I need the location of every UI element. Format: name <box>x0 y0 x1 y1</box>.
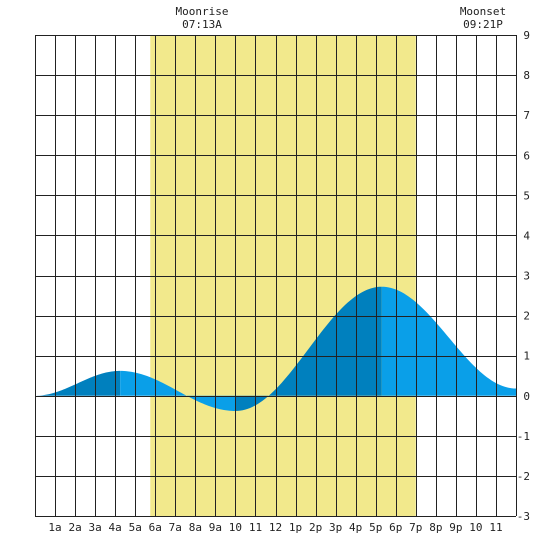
y-tick-label: 1 <box>523 350 530 363</box>
y-tick-label: 7 <box>523 109 530 122</box>
x-tick-label: 9p <box>449 521 462 534</box>
x-tick-label: 1a <box>48 521 61 534</box>
x-tick-label: 1p <box>289 521 302 534</box>
moonrise-time: 07:13A <box>182 18 222 31</box>
x-tick-label: 11 <box>489 521 502 534</box>
x-tick-label: 3p <box>329 521 342 534</box>
moonset-label: Moonset <box>459 5 507 18</box>
x-tick-label: 11 <box>249 521 262 534</box>
y-tick-label: -2 <box>517 470 530 483</box>
y-tick-label: 3 <box>523 270 530 283</box>
tide-falling-area <box>381 286 516 396</box>
x-tick-label: 7p <box>409 521 422 534</box>
y-tick-label: -3 <box>517 510 530 523</box>
y-tick-label: -1 <box>517 430 530 443</box>
tide-rising-area <box>235 286 382 411</box>
daylight-band <box>150 35 416 516</box>
y-tick-label: 6 <box>523 149 530 162</box>
x-tick-label: 5a <box>129 521 142 534</box>
tide-falling-area <box>120 370 236 411</box>
x-tick-label: 4p <box>349 521 362 534</box>
tide-rising-area <box>35 370 121 396</box>
y-tick-label: 5 <box>523 189 530 202</box>
moonset-annotation: Moonset 09:21P <box>443 5 523 31</box>
x-tick-label: 10 <box>469 521 482 534</box>
x-tick-label: 10 <box>229 521 242 534</box>
moonrise-label: Moonrise <box>175 5 229 18</box>
x-tick-label: 2a <box>68 521 81 534</box>
y-tick-label: 0 <box>523 390 530 403</box>
x-tick-label: 12 <box>269 521 282 534</box>
moonset-time: 09:21P <box>463 18 503 31</box>
moonrise-annotation: Moonrise 07:13A <box>162 5 242 31</box>
y-tick-label: 4 <box>523 229 530 242</box>
y-tick-label: 8 <box>523 69 530 82</box>
x-tick-label: 9a <box>209 521 222 534</box>
x-tick-label: 7a <box>169 521 182 534</box>
x-tick-label: 8a <box>189 521 202 534</box>
y-tick-label: 9 <box>523 29 530 42</box>
x-tick-label: 6a <box>149 521 162 534</box>
x-tick-label: 3a <box>89 521 102 534</box>
x-tick-label: 6p <box>389 521 402 534</box>
x-tick-label: 4a <box>109 521 122 534</box>
x-tick-label: 5p <box>369 521 382 534</box>
y-tick-label: 2 <box>523 310 530 323</box>
x-tick-label: 8p <box>429 521 442 534</box>
x-tick-label: 2p <box>309 521 322 534</box>
